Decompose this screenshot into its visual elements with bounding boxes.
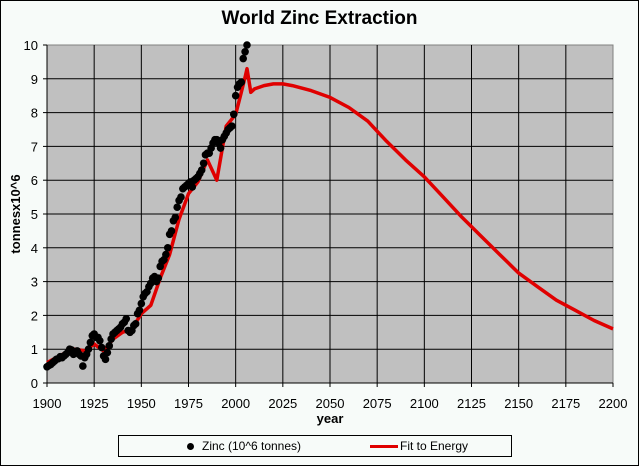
legend-marker-line-icon	[370, 444, 398, 448]
y-tick-label: 3	[31, 275, 38, 290]
y-tick-labels: 0 1 2 3 4 5 6 7 8 9 10	[24, 38, 38, 391]
y-tick-label: 9	[31, 72, 38, 87]
zinc-data-point	[84, 345, 93, 354]
zinc-data-point	[229, 110, 238, 119]
zinc-data-point	[241, 47, 249, 56]
zinc-data-point	[237, 78, 246, 86]
x-tick-label: 2025	[268, 396, 297, 411]
zinc-data-point	[216, 144, 225, 152]
x-tick-label: 2125	[457, 396, 486, 411]
zinc-data-point	[122, 314, 131, 323]
zinc-data-point	[231, 91, 240, 100]
x-tick-label: 1975	[174, 396, 203, 411]
zinc-data-point	[154, 274, 163, 283]
zinc-data-point	[96, 336, 104, 345]
zinc-data-point	[197, 166, 206, 174]
x-axis-title: year	[317, 411, 344, 426]
x-tick-label: 2100	[410, 396, 439, 411]
y-tick-label: 6	[31, 173, 38, 188]
zinc-data-point	[171, 213, 180, 222]
zinc-data-point	[103, 348, 112, 357]
y-tick-label: 10	[24, 38, 38, 53]
zinc-data-point	[162, 250, 170, 259]
x-tick-labels: 1900 1925 1950 1975 2000 2025 2050 2075 2100 2125…	[33, 396, 628, 411]
zinc-series	[43, 41, 251, 371]
y-tick-label: 0	[31, 376, 38, 391]
x-tick-label: 1950	[127, 396, 156, 411]
zinc-data-point	[239, 54, 248, 63]
legend-marker-dot-icon	[187, 442, 194, 450]
legend: Zinc (10^6 tonnes) Fit to Energy	[118, 435, 512, 457]
y-tick-label: 4	[31, 241, 38, 256]
zinc-data-point	[228, 122, 236, 130]
x-tick-label: 2075	[363, 396, 392, 411]
zinc-data-point	[243, 41, 251, 49]
legend-label-zinc: Zinc (10^6 tonnes)	[202, 439, 302, 453]
x-tick-label: 2150	[504, 396, 533, 411]
zinc-data-point	[167, 227, 176, 235]
x-tick-label: 2175	[551, 396, 580, 411]
axes	[43, 44, 614, 387]
legend-item-zinc: Zinc (10^6 tonnes)	[187, 439, 301, 453]
zinc-data-point	[86, 338, 95, 347]
legend-item-fit: Fit to Energy	[370, 439, 468, 453]
y-axis-title: tonnesx10^6	[8, 174, 23, 253]
y-tick-label: 1	[31, 342, 38, 357]
zinc-data-point	[79, 362, 87, 370]
x-tick-label: 2200	[599, 396, 628, 411]
zinc-data-point	[173, 203, 181, 212]
fit-series	[46, 66, 614, 365]
chart-title: World Zinc Extraction	[221, 8, 418, 29]
zinc-data-point	[177, 193, 185, 201]
gridlines	[47, 45, 613, 383]
x-tick-label: 1925	[80, 396, 109, 411]
y-tick-label: 7	[31, 139, 38, 154]
legend-label-fit: Fit to Energy	[400, 439, 469, 453]
y-tick-label: 2	[31, 308, 38, 323]
zinc-data-point	[105, 342, 114, 350]
zinc-data-point	[131, 320, 140, 328]
x-tick-label: 2000	[221, 396, 250, 411]
x-tick-label: 1900	[33, 396, 62, 411]
zinc-data-point	[101, 355, 110, 364]
zinc-data-point	[188, 183, 197, 191]
x-tick-label: 2050	[316, 396, 345, 411]
zinc-data-point	[163, 244, 172, 252]
y-tick-label: 5	[31, 207, 38, 222]
zinc-data-point	[97, 343, 106, 352]
zinc-data-point	[199, 159, 208, 168]
fit-line	[46, 66, 614, 365]
y-tick-label: 8	[31, 106, 38, 121]
zinc-data-point	[135, 306, 144, 315]
zinc-data-point	[137, 299, 146, 308]
